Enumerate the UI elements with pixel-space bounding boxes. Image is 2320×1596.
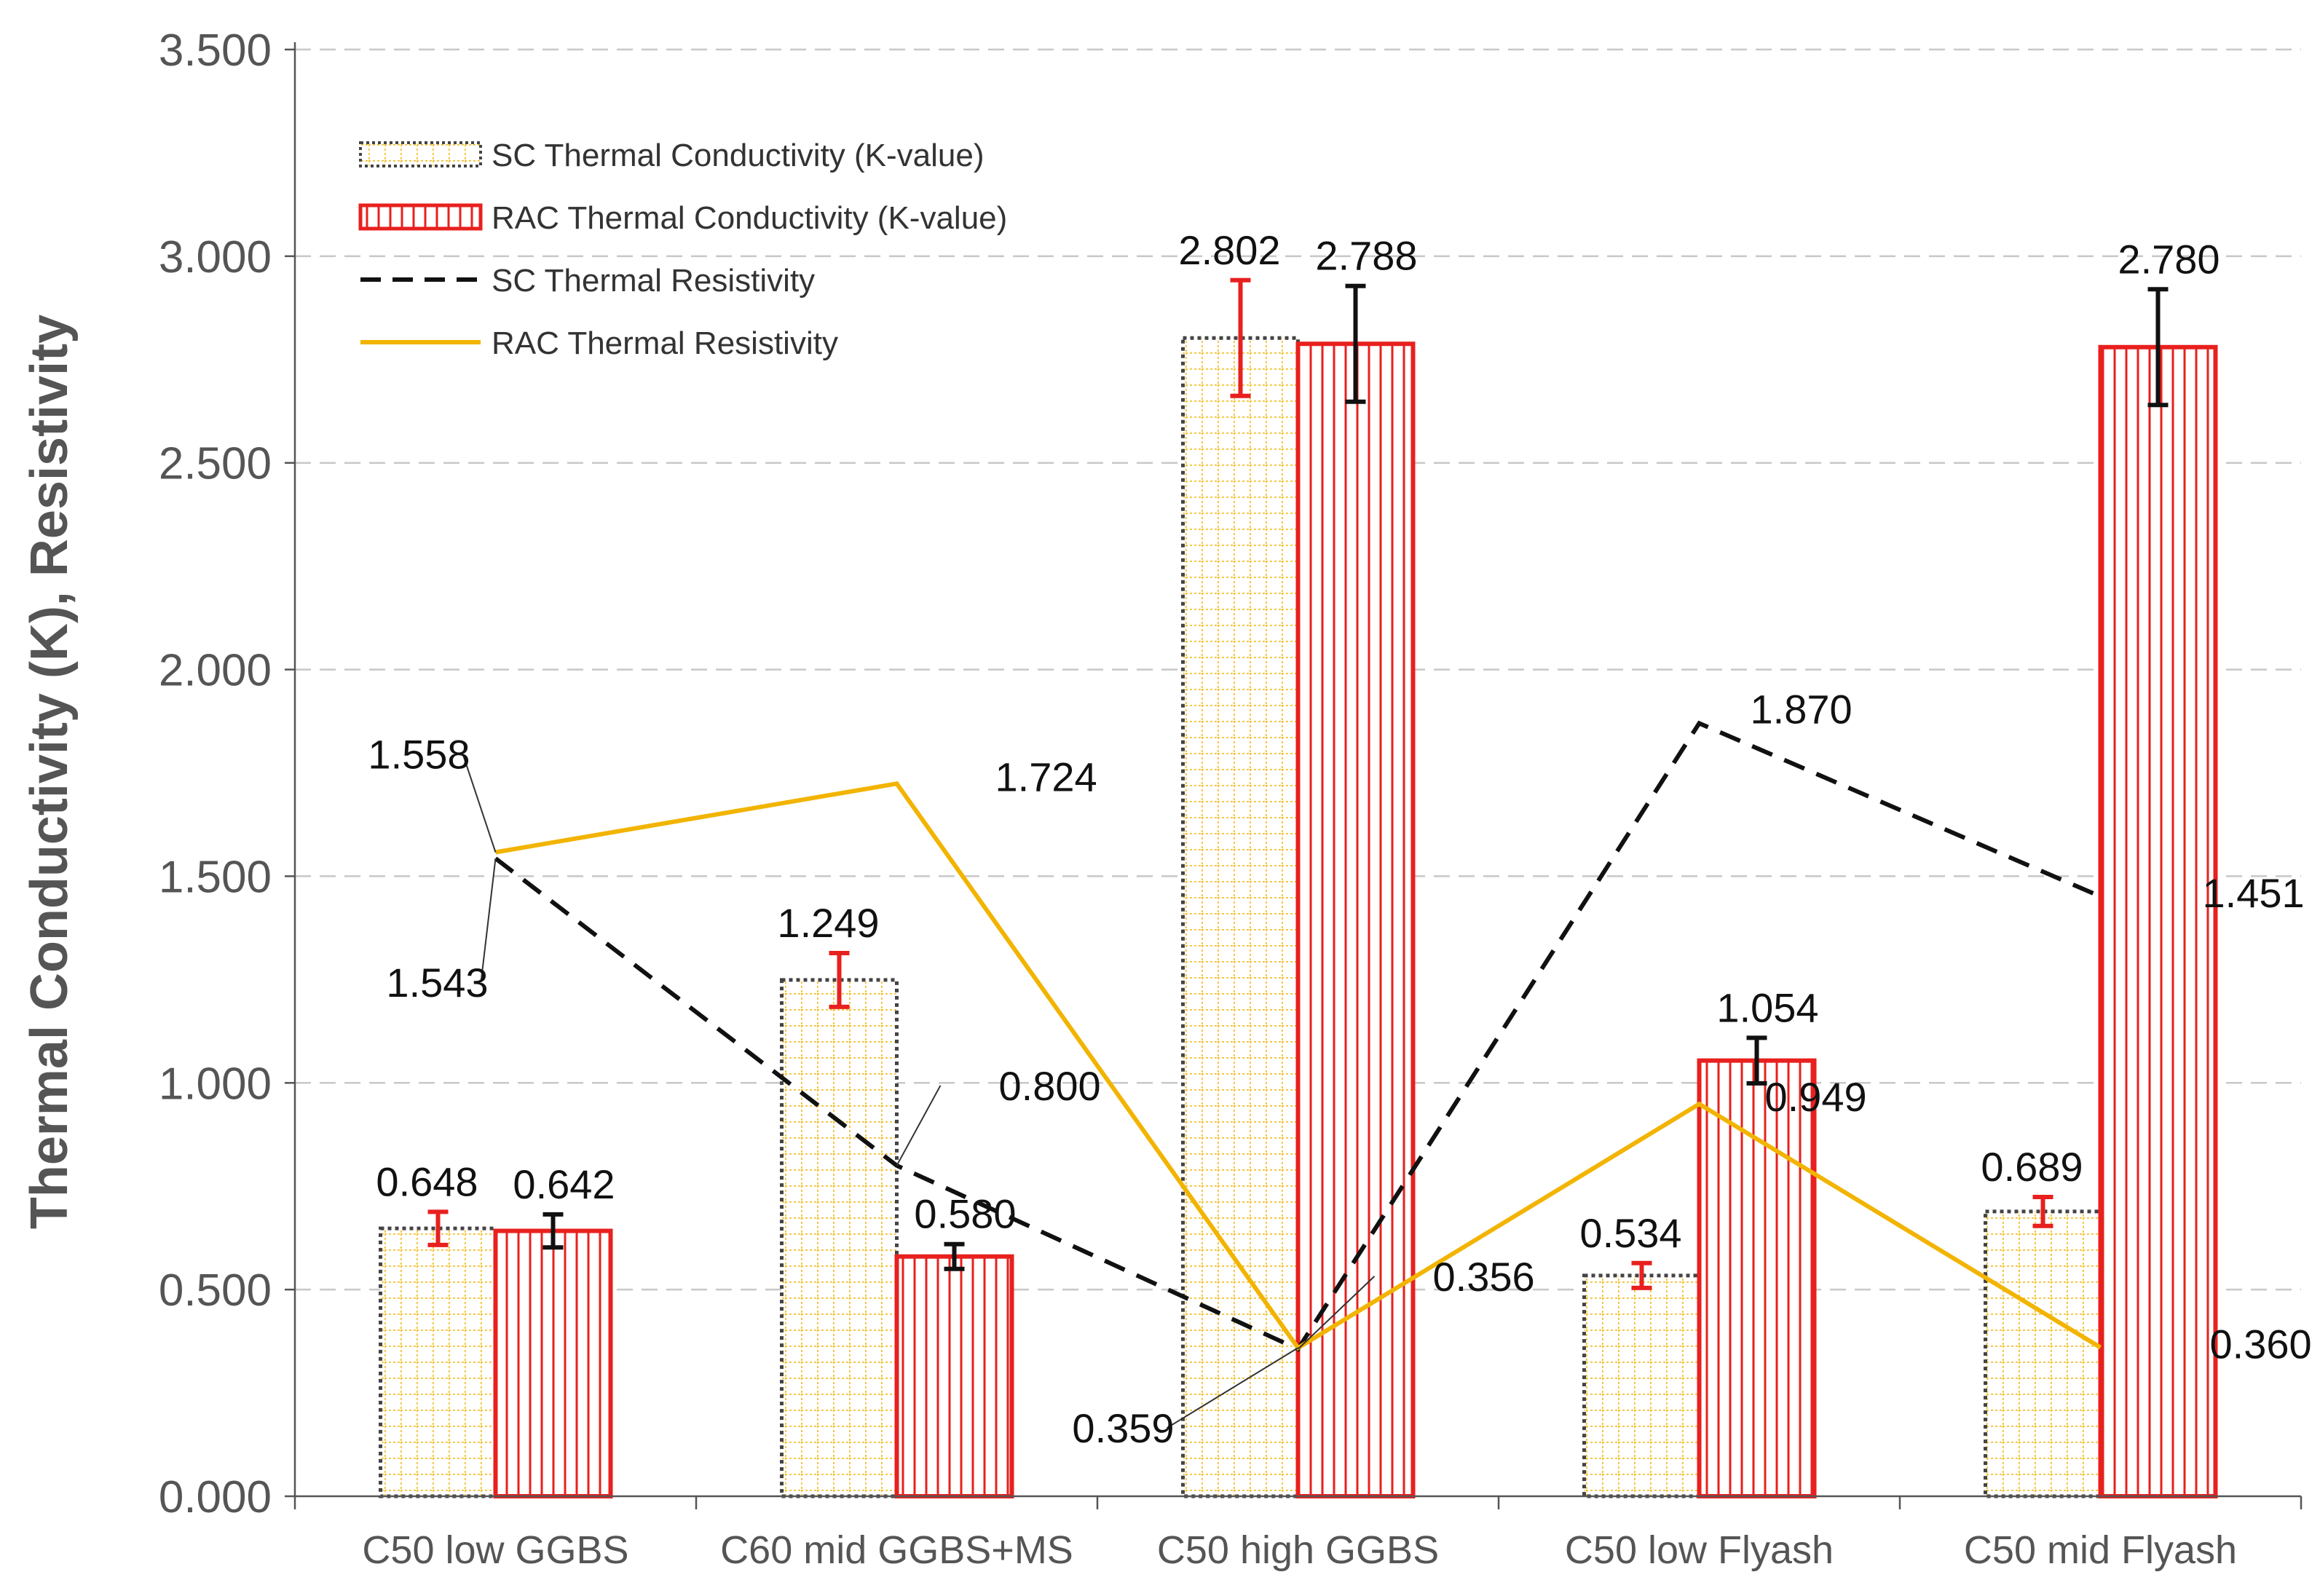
legend-swatch xyxy=(360,143,481,166)
rac-conductivity-bar xyxy=(1298,344,1413,1496)
sc-conductivity-label: 0.648 xyxy=(376,1158,478,1204)
y-tick-label: 2.000 xyxy=(159,646,272,696)
y-tick-label: 3.500 xyxy=(159,25,272,76)
sc-resistivity-label: 1.870 xyxy=(1751,686,1853,732)
sc-conductivity-label: 0.534 xyxy=(1579,1210,1681,1256)
rac-conductivity-label: 0.642 xyxy=(513,1161,615,1207)
rac-conductivity-bar xyxy=(897,1257,1012,1496)
x-tick-label: C50 low Flyash xyxy=(1565,1528,1834,1572)
x-tick-label: C50 mid Flyash xyxy=(1964,1528,2237,1572)
y-tick-label: 1.000 xyxy=(159,1059,272,1109)
legend-label: RAC Thermal Resistivity xyxy=(492,325,838,361)
sc-resistivity-label: 1.451 xyxy=(2203,870,2305,916)
rac-resistivity-label: 0.360 xyxy=(2210,1322,2312,1367)
legend-label: SC Thermal Resistivity xyxy=(492,263,815,299)
legend-item: RAC Thermal Conductivity (K-value) xyxy=(360,200,1007,236)
legend-label: SC Thermal Conductivity (K-value) xyxy=(492,138,985,173)
leader-line xyxy=(897,1086,941,1166)
rac-resistivity-label: 0.359 xyxy=(1072,1405,1174,1451)
rac-conductivity-bar xyxy=(2101,347,2216,1496)
sc-resistivity-label: 0.356 xyxy=(1433,1254,1535,1300)
sc-conductivity-label: 1.249 xyxy=(777,900,879,946)
sc-resistivity-label: 0.800 xyxy=(999,1063,1101,1109)
rac-resistivity-label: 1.558 xyxy=(368,732,470,778)
rac-conductivity-label: 0.580 xyxy=(914,1191,1016,1237)
x-tick-label: C60 mid GGBS+MS xyxy=(720,1528,1073,1572)
x-tick-label: C50 low GGBS xyxy=(362,1528,628,1572)
sc-conductivity-label: 0.689 xyxy=(1981,1144,2083,1190)
sc-resistivity-label: 1.543 xyxy=(386,960,488,1006)
rac-conductivity-label: 2.788 xyxy=(1315,233,1417,279)
sc-conductivity-bar xyxy=(381,1228,496,1496)
rac-conductivity-label: 2.780 xyxy=(2118,236,2220,282)
sc-conductivity-bar xyxy=(782,980,897,1496)
rac-conductivity-bar xyxy=(496,1231,611,1496)
legend-item: SC Thermal Resistivity xyxy=(360,263,815,299)
y-axis-title: Thermal Conductivity (K), Resistivity xyxy=(20,315,79,1229)
legend-item: SC Thermal Conductivity (K-value) xyxy=(360,138,985,173)
sc-conductivity-bar xyxy=(1585,1276,1700,1496)
rac-conductivity-bar xyxy=(1700,1061,1815,1496)
sc-conductivity-label: 2.802 xyxy=(1178,227,1280,273)
legend-label: RAC Thermal Conductivity (K-value) xyxy=(492,200,1007,236)
rac-conductivity-label: 1.054 xyxy=(1716,984,1818,1030)
x-tick-label: C50 high GGBS xyxy=(1157,1528,1439,1572)
sc-conductivity-bar xyxy=(1986,1212,2101,1496)
legend-swatch xyxy=(360,205,481,229)
y-tick-label: 1.500 xyxy=(159,852,272,902)
y-tick-label: 0.500 xyxy=(159,1265,272,1316)
rac-resistivity-label: 0.949 xyxy=(1765,1074,1867,1120)
y-tick-label: 3.000 xyxy=(159,232,272,283)
legend: SC Thermal Conductivity (K-value) RAC The… xyxy=(360,138,1007,361)
y-tick-label: 0.000 xyxy=(159,1472,272,1522)
rac-resistivity-label: 1.724 xyxy=(995,754,1097,799)
legend-item: RAC Thermal Resistivity xyxy=(360,325,838,361)
y-tick-label: 2.500 xyxy=(159,439,272,489)
